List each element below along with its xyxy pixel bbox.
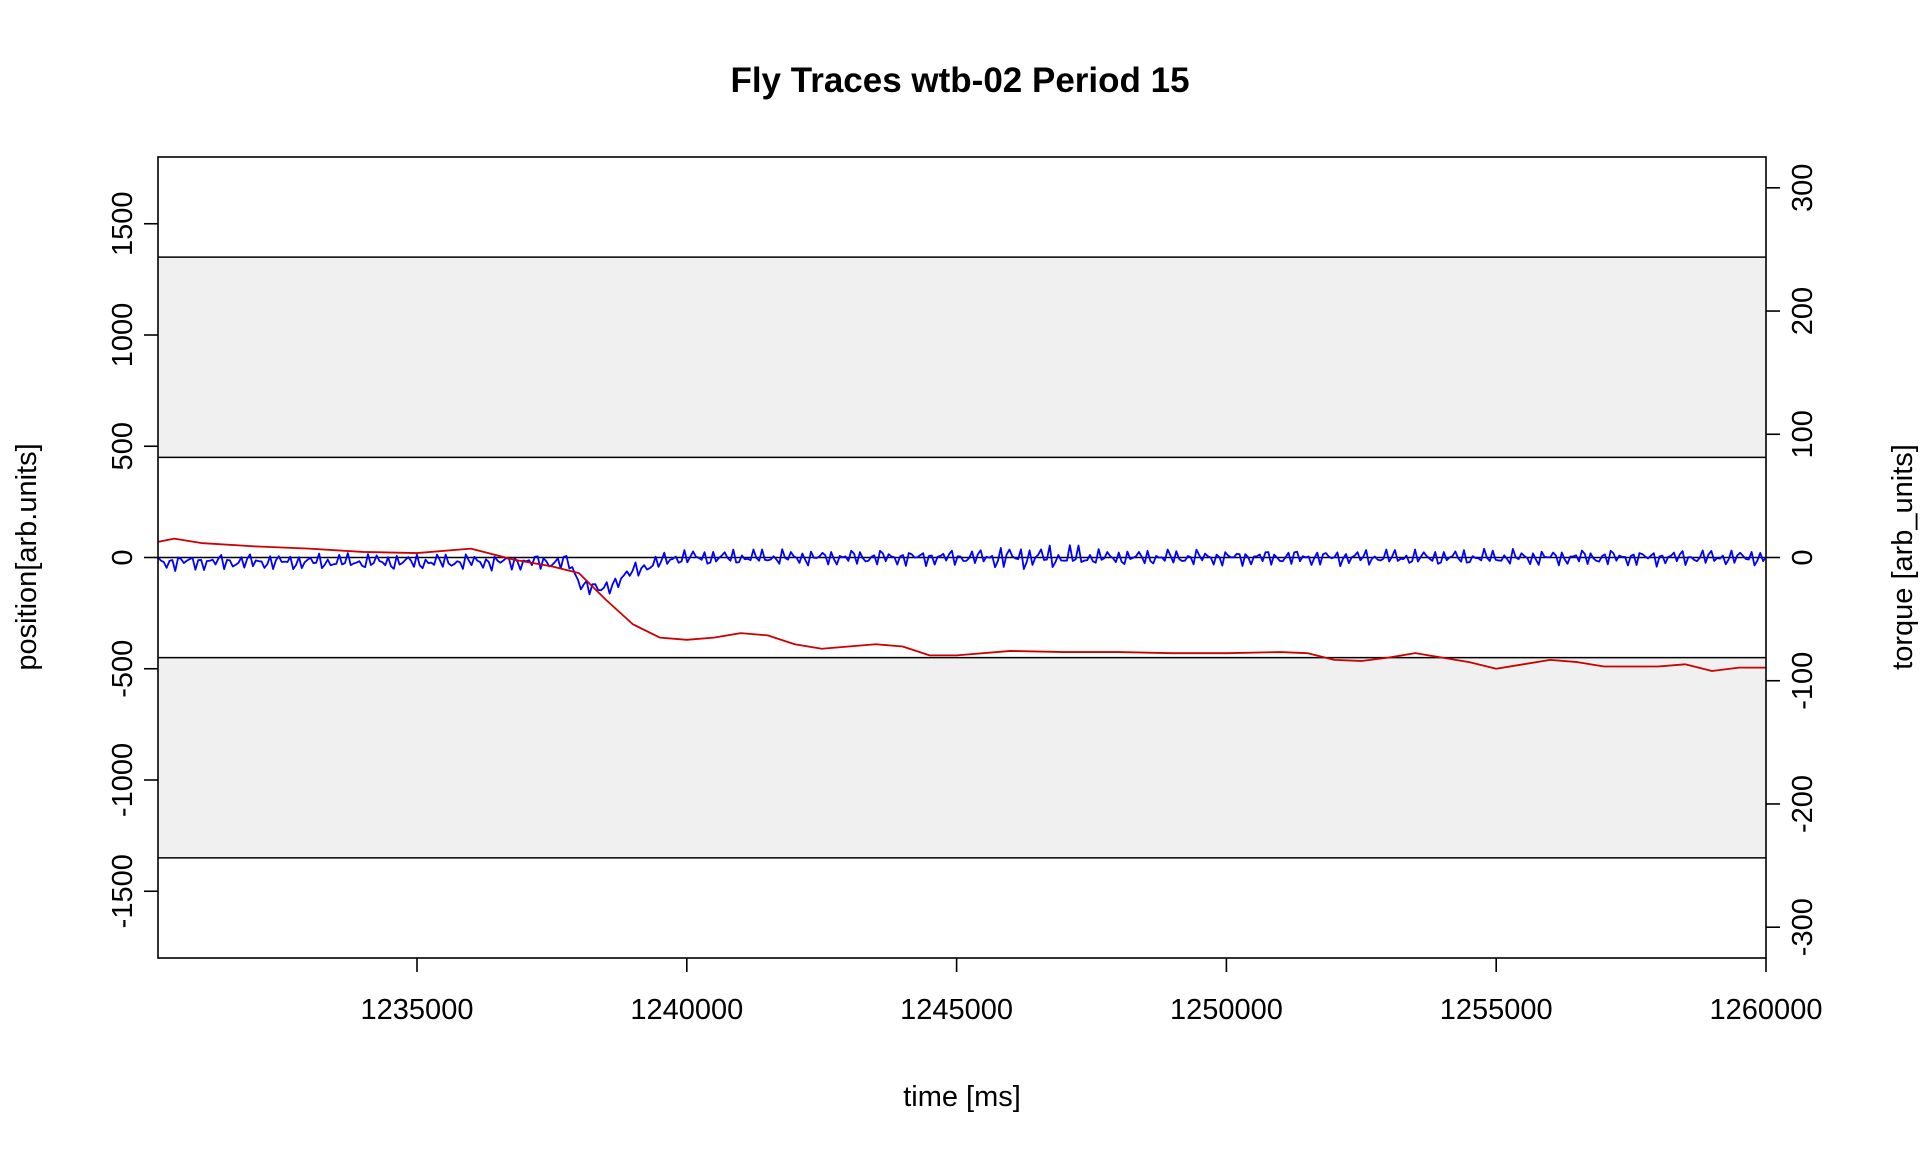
shaded-band-0 [158, 257, 1766, 458]
y2-tick-label-0: 300 [1787, 164, 1819, 212]
y-tick-label-2: 500 [107, 422, 139, 470]
y2-axis-label: torque [arb_units] [1887, 444, 1919, 670]
x-tick-label-0: 1235000 [361, 994, 474, 1026]
y2-tick-label-3: 0 [1787, 549, 1819, 565]
shaded-bands [158, 257, 1766, 858]
y2-tick-label-1: 200 [1787, 287, 1819, 335]
x-axis-label: time [ms] [903, 1081, 1021, 1113]
x-axis: 1235000 1240000 1245000 1250000 1255000 12600… [361, 958, 1823, 1026]
y-axis-left: 1500 1000 500 0 -500 -1000 -1500 [107, 191, 158, 928]
x-tick-label-1: 1240000 [630, 994, 743, 1026]
y-tick-label-6: -1500 [107, 854, 139, 928]
x-tick-label-5: 1260000 [1710, 994, 1823, 1026]
y2-tick-label-4: -100 [1787, 652, 1819, 710]
y-axis-right: 300 200 100 0 -100 -200 -300 [1766, 164, 1819, 956]
series-line-1 [157, 537, 1766, 672]
y2-tick-label-2: 100 [1787, 410, 1819, 458]
y2-tick-label-6: -300 [1787, 898, 1819, 956]
y-tick-label-5: -1000 [107, 743, 139, 817]
series-layer [157, 537, 1767, 672]
y2-tick-label-5: -200 [1787, 775, 1819, 833]
y-axis-label: position[arb.units] [11, 443, 43, 670]
y-tick-label-1: 1000 [107, 303, 139, 368]
y-tick-label-4: -500 [107, 640, 139, 698]
x-tick-label-2: 1245000 [900, 994, 1013, 1026]
x-tick-label-4: 1255000 [1440, 994, 1553, 1026]
chart-title: Fly Traces wtb-02 Period 15 [730, 61, 1189, 100]
x-tick-label-3: 1250000 [1170, 994, 1283, 1026]
series-line-0 [157, 544, 1767, 596]
y-tick-label-3: 0 [107, 549, 139, 565]
y-tick-label-0: 1500 [107, 191, 139, 256]
shaded-band-1 [158, 657, 1766, 858]
